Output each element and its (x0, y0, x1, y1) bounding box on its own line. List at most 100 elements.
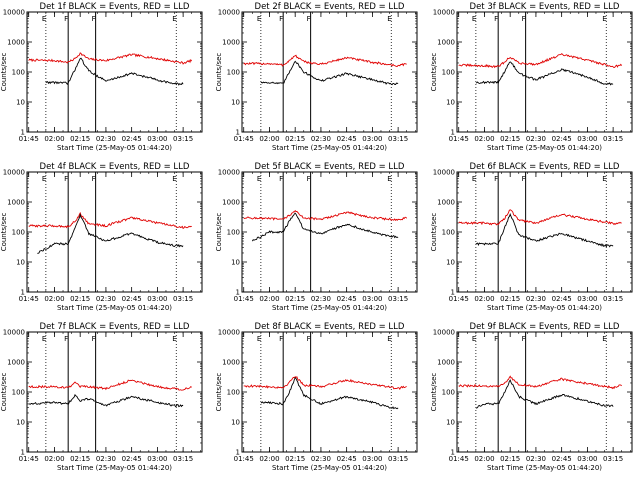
x-tick-label: 03:00 (362, 295, 382, 303)
y-tick-label: 100 (12, 229, 25, 237)
y-tick-label: 1000 (437, 359, 455, 367)
y-tick-label: 1 (236, 129, 240, 137)
y-tick-label: 10000 (3, 9, 25, 17)
x-tick-label: 02:30 (96, 135, 116, 143)
x-tick-label: 02:00 (259, 295, 279, 303)
y-tick-label: 100 (227, 69, 240, 77)
interval-marker-label: F (279, 15, 283, 23)
x-tick-label: 02:15 (285, 455, 305, 463)
detector-panel: Det 4f BLACK = Events, RED = LLD 1 10 100 10… (0, 162, 203, 312)
x-tick-label: 01:45 (234, 135, 254, 143)
y-tick-label: 100 (227, 389, 240, 397)
interval-marker-label: F (279, 335, 283, 343)
panel-title: Det 6f BLACK = Events, RED = LLD (470, 162, 620, 172)
y-tick-label: 1 (236, 449, 240, 457)
x-tick-label: 03:00 (577, 295, 597, 303)
x-tick-label: 02:00 (259, 135, 279, 143)
panel-title: Det 8f BLACK = Events, RED = LLD (255, 322, 405, 332)
y-tick-label: 1000 (222, 39, 240, 47)
plot-frame (26, 171, 203, 293)
x-tick-label: 03:15 (173, 295, 193, 303)
x-axis-title: Start Time (25-May-05 01:44:20) (272, 464, 387, 472)
interval-marker-label: E (42, 335, 46, 343)
x-axis-title: Start Time (25-May-05 01:44:20) (487, 464, 602, 472)
y-tick-label: 10 (16, 259, 25, 267)
x-axis-title: Start Time (25-May-05 01:44:20) (487, 304, 602, 312)
y-tick-label: 1 (451, 449, 455, 457)
y-axis-title: Counts/sec (0, 53, 8, 92)
detector-panel: Det 2f BLACK = Events, RED = LLD 1 10 100 10… (215, 2, 418, 152)
lld-rate-line (28, 379, 192, 391)
interval-marker-label: F (64, 15, 68, 23)
plot-frame (241, 11, 418, 133)
x-tick-label: 02:45 (337, 295, 357, 303)
x-tick-label: 02:45 (552, 135, 572, 143)
x-tick-label: 02:30 (311, 295, 331, 303)
plot-frame (456, 331, 633, 453)
y-tick-label: 1000 (7, 39, 25, 47)
x-tick-label: 03:15 (388, 135, 408, 143)
interval-marker-label: E (42, 175, 46, 183)
y-tick-label: 1 (451, 129, 455, 137)
y-tick-label: 100 (12, 69, 25, 77)
x-tick-label: 03:15 (173, 135, 193, 143)
x-tick-label: 03:15 (388, 295, 408, 303)
interval-marker-label: E (602, 335, 606, 343)
lld-rate-line (28, 211, 192, 230)
event-rate-line (475, 213, 614, 248)
x-axis-title: Start Time (25-May-05 01:44:20) (272, 304, 387, 312)
x-tick-label: 01:45 (19, 295, 39, 303)
interval-marker-label: F (307, 335, 311, 343)
y-axis-title: Counts/sec (0, 213, 8, 252)
y-tick-label: 10000 (433, 9, 455, 17)
x-tick-label: 02:30 (96, 455, 116, 463)
y-axis-title: Counts/sec (430, 53, 438, 92)
y-tick-label: 10000 (433, 329, 455, 337)
lld-rate-line (243, 376, 407, 390)
y-tick-label: 100 (227, 229, 240, 237)
y-tick-label: 10000 (218, 169, 240, 177)
interval-marker-label: E (172, 335, 176, 343)
x-tick-label: 03:15 (388, 455, 408, 463)
detector-panel: Det 8f BLACK = Events, RED = LLD 1 10 100 10… (215, 322, 418, 472)
x-tick-label: 01:45 (234, 295, 254, 303)
detector-panel: Det 9f BLACK = Events, RED = LLD 1 10 100 10… (430, 322, 633, 472)
detector-panel: Det 3f BLACK = Events, RED = LLD 1 10 100 10… (430, 2, 633, 152)
event-rate-line (37, 213, 184, 254)
x-tick-label: 02:15 (285, 135, 305, 143)
detector-panel: Det 6f BLACK = Events, RED = LLD 1 10 100 10… (430, 162, 633, 312)
panel-title: Det 3f BLACK = Events, RED = LLD (470, 2, 620, 12)
x-tick-label: 02:15 (500, 295, 520, 303)
interval-marker-label: E (472, 335, 476, 343)
interval-marker-label: F (64, 335, 68, 343)
interval-marker-label: E (472, 15, 476, 23)
y-tick-label: 100 (442, 69, 455, 77)
x-tick-label: 01:45 (234, 455, 254, 463)
y-tick-label: 100 (12, 389, 25, 397)
interval-marker-label: E (602, 175, 606, 183)
x-tick-label: 02:00 (44, 455, 64, 463)
detector-panel: Det 7f BLACK = Events, RED = LLD 1 10 100 10… (0, 322, 203, 472)
x-tick-label: 03:00 (147, 135, 167, 143)
panel-title: Det 5f BLACK = Events, RED = LLD (255, 162, 405, 172)
x-tick-label: 01:45 (19, 455, 39, 463)
lld-rate-line (243, 209, 408, 222)
x-tick-label: 03:15 (603, 455, 623, 463)
interval-marker-label: F (279, 175, 283, 183)
y-tick-label: 10000 (218, 329, 240, 337)
x-tick-label: 03:15 (603, 135, 623, 143)
x-tick-label: 03:15 (603, 295, 623, 303)
plot-frame (26, 11, 203, 133)
lld-rate-line (458, 53, 623, 69)
x-tick-label: 01:45 (449, 135, 469, 143)
interval-marker-label: F (307, 175, 311, 183)
y-tick-label: 1 (21, 449, 25, 457)
interval-marker-label: F (307, 15, 311, 23)
x-tick-label: 01:45 (19, 135, 39, 143)
event-rate-line (475, 379, 614, 409)
y-tick-label: 10 (446, 419, 455, 427)
interval-marker-label: F (92, 175, 96, 183)
x-tick-label: 02:30 (526, 455, 546, 463)
x-tick-label: 02:15 (70, 295, 90, 303)
y-tick-label: 10 (446, 259, 455, 267)
